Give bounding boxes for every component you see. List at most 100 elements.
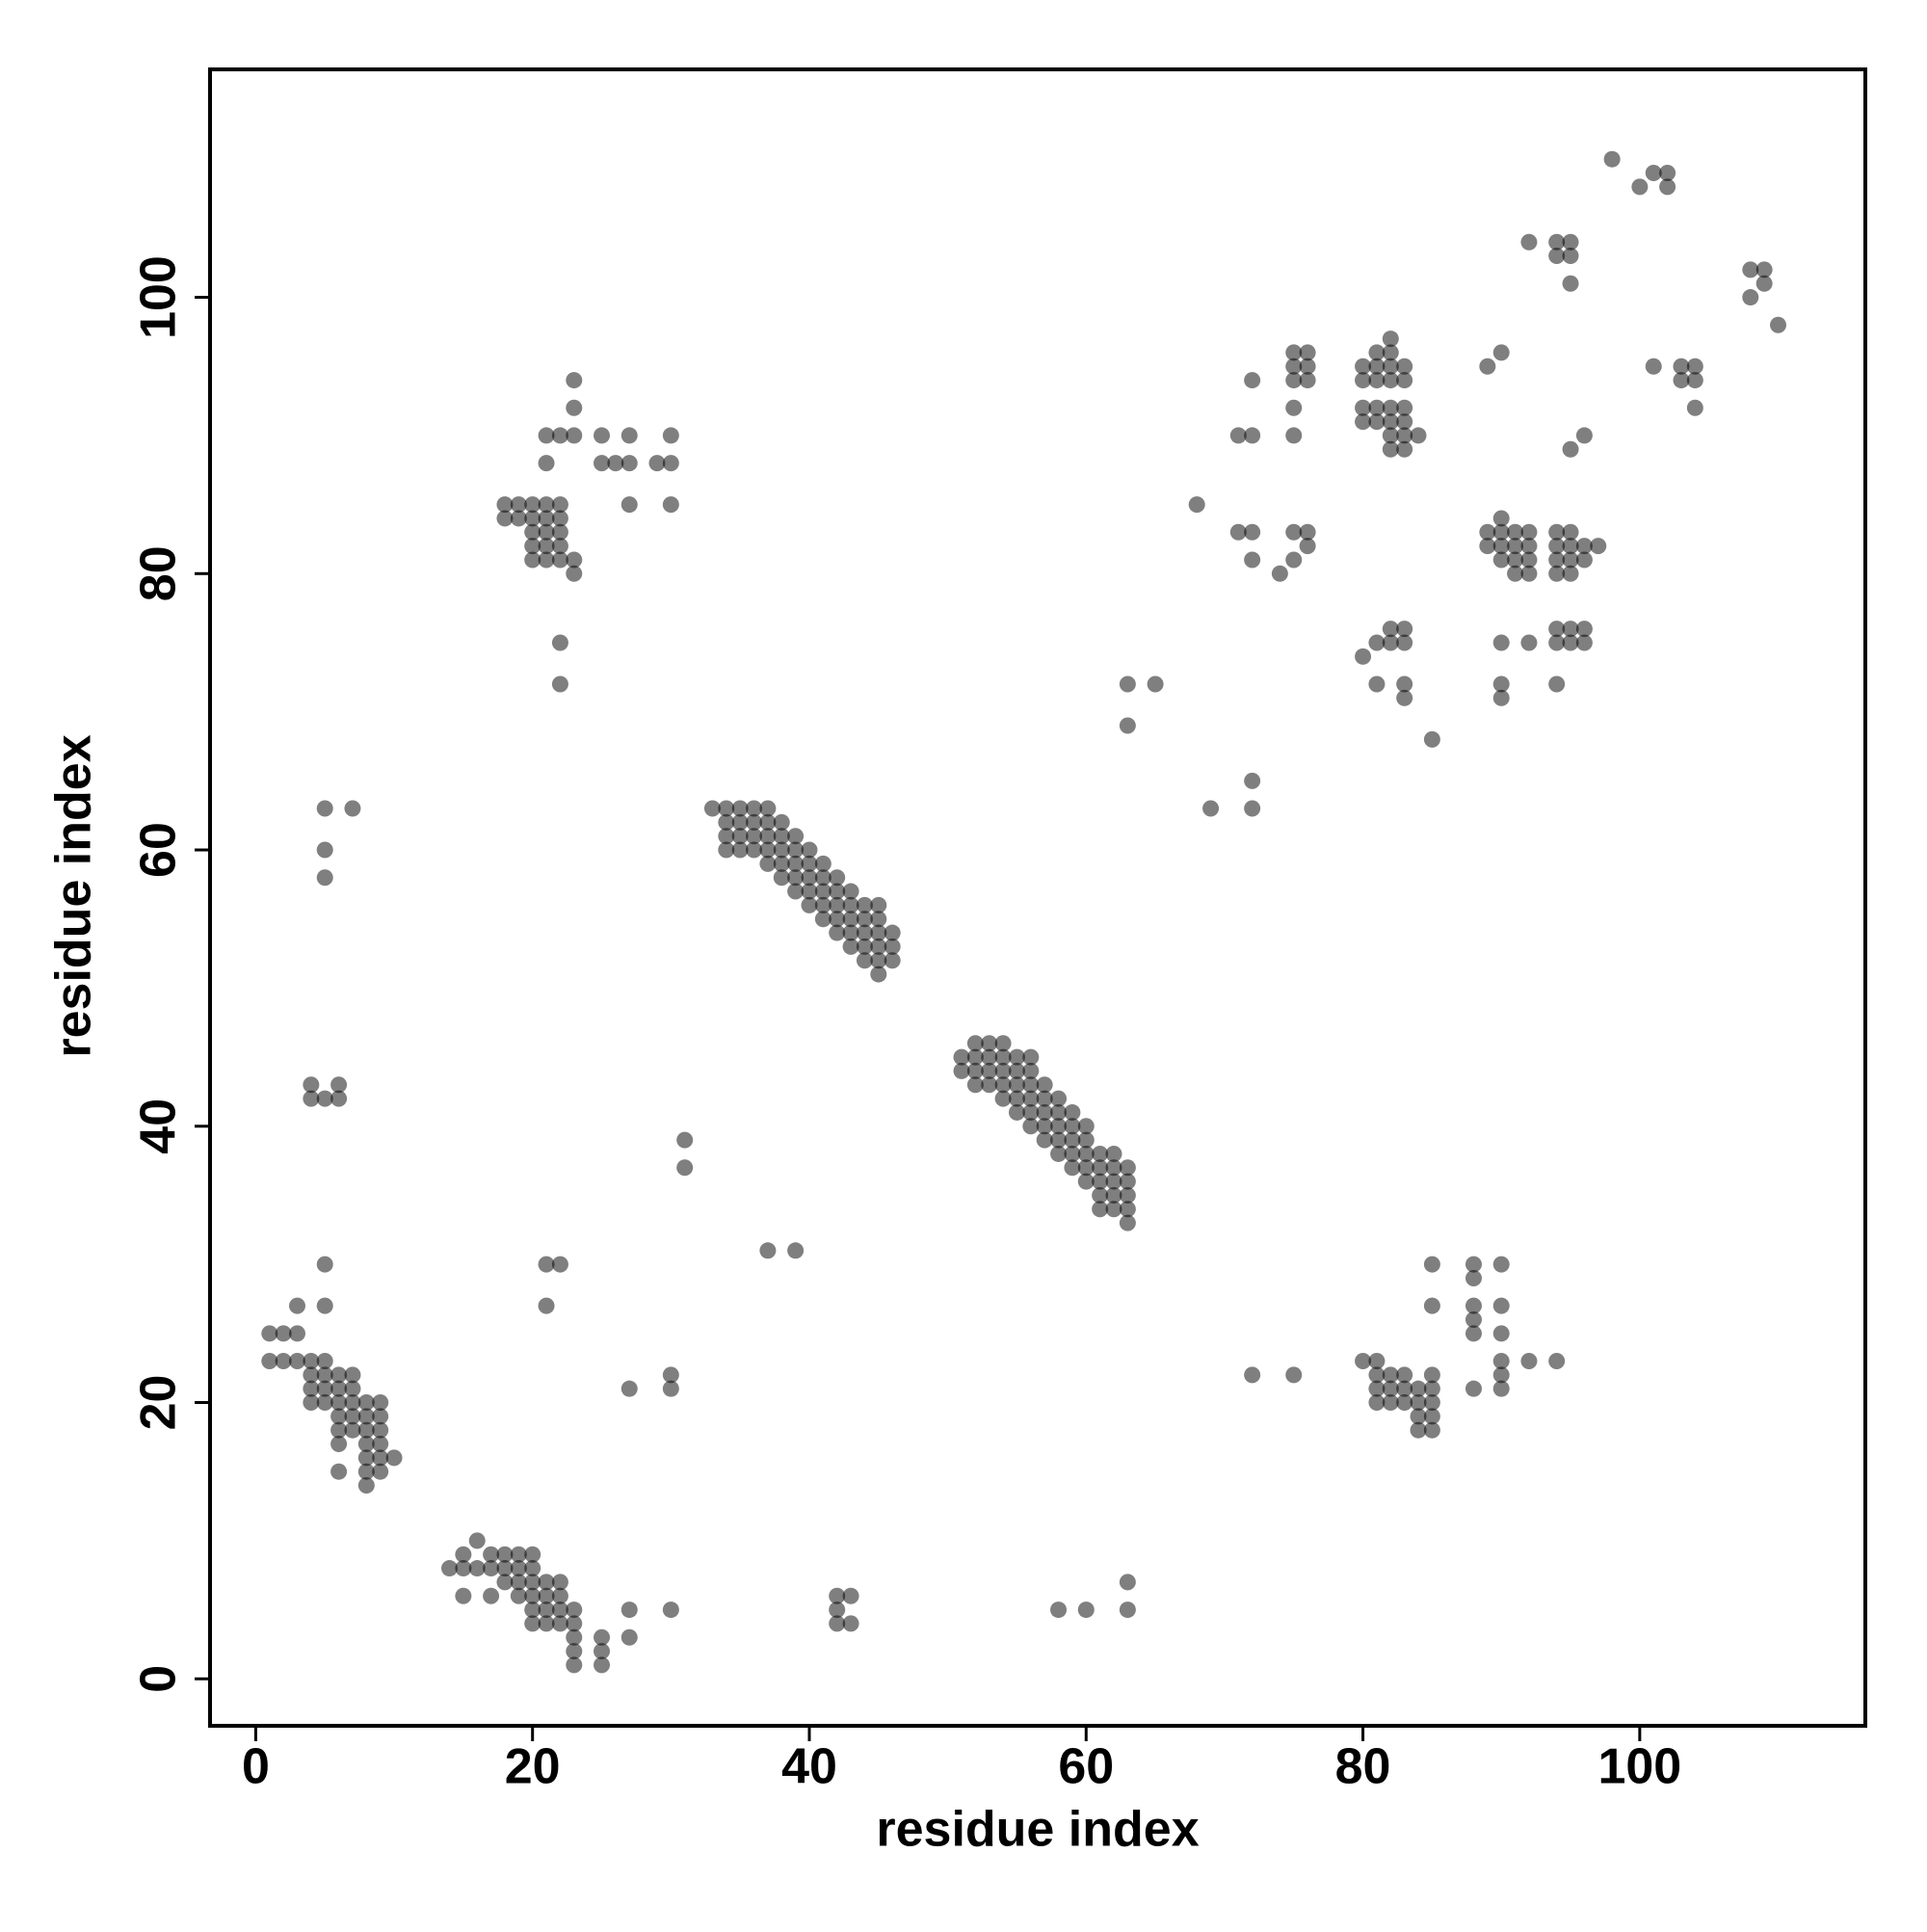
point — [1368, 675, 1386, 693]
point — [372, 1408, 389, 1425]
point — [1423, 1408, 1440, 1425]
point — [829, 1615, 846, 1632]
point — [1548, 233, 1566, 251]
point — [1064, 1103, 1081, 1121]
x-tick-label: 0 — [242, 1739, 270, 1795]
point — [1119, 717, 1136, 734]
point — [787, 869, 805, 887]
point — [1382, 1394, 1399, 1412]
point — [468, 1560, 486, 1577]
point — [1244, 372, 1261, 389]
point — [1492, 689, 1510, 706]
point — [1119, 1186, 1136, 1204]
point — [1507, 538, 1524, 555]
point — [344, 800, 361, 817]
point — [994, 1035, 1012, 1052]
point — [1479, 523, 1496, 541]
point — [787, 841, 805, 859]
point — [746, 828, 763, 845]
point — [1285, 427, 1303, 444]
point — [1465, 1380, 1482, 1397]
point — [1396, 413, 1413, 431]
point — [510, 496, 527, 514]
point — [829, 924, 846, 941]
y-tick-label: 100 — [131, 255, 187, 339]
point — [288, 1325, 305, 1342]
point — [551, 523, 568, 541]
point — [1299, 523, 1316, 541]
point — [1229, 427, 1247, 444]
point — [551, 634, 568, 651]
point — [330, 1421, 348, 1439]
point — [870, 938, 887, 955]
point — [1368, 1394, 1386, 1412]
point — [551, 427, 568, 444]
point — [344, 1408, 361, 1425]
point — [566, 399, 583, 416]
point — [1119, 1201, 1136, 1218]
point — [594, 1628, 611, 1646]
point — [1562, 248, 1579, 265]
point — [330, 1463, 348, 1480]
point — [330, 1394, 348, 1412]
point — [1285, 344, 1303, 361]
point — [372, 1463, 389, 1480]
point — [524, 1601, 541, 1619]
point — [1410, 1394, 1427, 1412]
point — [829, 1587, 846, 1604]
point — [524, 510, 541, 527]
point — [773, 813, 790, 831]
point — [1008, 1090, 1025, 1107]
point — [594, 1643, 611, 1660]
point — [1299, 344, 1316, 361]
point — [1105, 1186, 1122, 1204]
point — [551, 551, 568, 569]
point — [1562, 440, 1579, 458]
point — [261, 1325, 278, 1342]
point — [1492, 675, 1510, 693]
point — [538, 455, 555, 472]
point — [829, 911, 846, 928]
point — [1077, 1159, 1095, 1177]
point — [1396, 675, 1413, 693]
point — [510, 1560, 527, 1577]
point — [1008, 1048, 1025, 1066]
point — [1465, 1297, 1482, 1314]
point — [1382, 634, 1399, 651]
point — [496, 1574, 514, 1591]
point — [1036, 1103, 1053, 1121]
point — [316, 1380, 333, 1397]
point — [357, 1394, 375, 1412]
point — [1382, 344, 1399, 361]
point — [1562, 523, 1579, 541]
point — [288, 1297, 305, 1314]
y-tick-label: 20 — [131, 1375, 187, 1431]
point — [1355, 1353, 1372, 1370]
point — [703, 800, 721, 817]
point — [1492, 1256, 1510, 1273]
point — [620, 1628, 638, 1646]
point — [1575, 538, 1593, 555]
point — [1659, 165, 1676, 182]
x-tick-label: 40 — [781, 1739, 837, 1795]
point — [275, 1325, 292, 1342]
point — [759, 828, 777, 845]
point — [1368, 1353, 1386, 1370]
point — [1036, 1090, 1053, 1107]
point — [1548, 565, 1566, 582]
point — [1603, 150, 1621, 168]
point — [718, 800, 735, 817]
point — [1423, 1394, 1440, 1412]
point — [1548, 248, 1566, 265]
point — [1548, 523, 1566, 541]
point — [551, 1587, 568, 1604]
point — [1507, 565, 1524, 582]
y-tick-label: 0 — [131, 1665, 187, 1693]
y-axis-label: residue index — [46, 734, 102, 1057]
point — [551, 675, 568, 693]
point — [566, 1628, 583, 1646]
point — [1465, 1256, 1482, 1273]
point — [566, 565, 583, 582]
point — [1050, 1145, 1068, 1162]
point — [842, 911, 859, 928]
